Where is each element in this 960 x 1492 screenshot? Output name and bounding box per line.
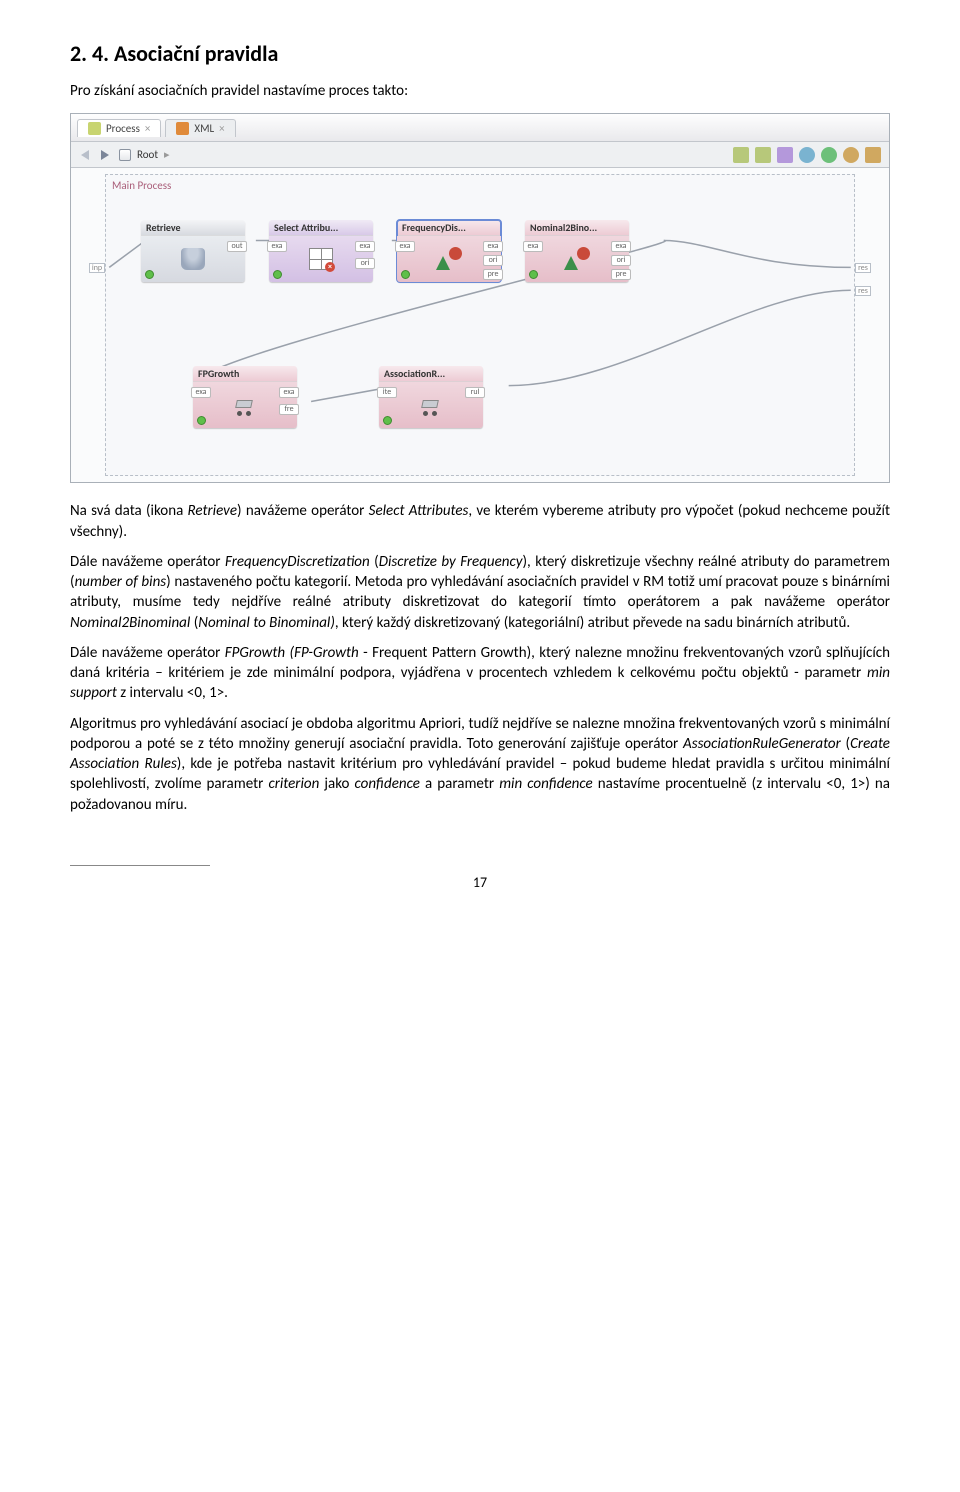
paragraph-4: Algoritmus pro vyhledávání asociací je o…: [70, 714, 890, 815]
diagram-toolbar: [733, 147, 881, 163]
process-icon: [88, 122, 101, 135]
port-in[interactable]: ite: [377, 387, 397, 398]
process-diagram-panel: Process × XML × Root ▸ inp res res: [70, 113, 890, 483]
port-in[interactable]: exa: [395, 241, 415, 252]
diagram-canvas[interactable]: inp res res Main Process Retrieve out Sel…: [71, 168, 889, 482]
port-in[interactable]: exa: [267, 241, 287, 252]
close-icon[interactable]: ×: [219, 122, 224, 135]
close-icon[interactable]: ×: [145, 122, 150, 135]
toolbar-icon[interactable]: [733, 147, 749, 163]
nav-forward-icon[interactable]: [99, 148, 113, 162]
operator-nom2bino[interactable]: Nominal2Bino... exa exa ori pre: [525, 220, 629, 282]
canvas-input-port[interactable]: inp: [89, 263, 105, 273]
tab-process[interactable]: Process ×: [77, 119, 161, 137]
operator-title: Select Attribu...: [269, 220, 373, 236]
status-ok-icon: [529, 270, 538, 279]
chevron-right-icon: ▸: [164, 148, 170, 161]
toolbar-icon[interactable]: [821, 147, 837, 163]
port-out[interactable]: pre: [611, 269, 631, 280]
paragraph-2: Dále navážeme operátor FrequencyDiscreti…: [70, 552, 890, 633]
operator-freqdisc[interactable]: FrequencyDis... exa exa ori pre: [397, 220, 501, 282]
breadcrumb-bar: Root ▸: [71, 142, 889, 168]
tab-label: XML: [194, 122, 214, 135]
panel-label: Main Process: [112, 179, 171, 192]
xml-icon: [176, 122, 189, 135]
port-in[interactable]: exa: [523, 241, 543, 252]
diagram-tabbar: Process × XML ×: [71, 114, 889, 142]
operator-title: AssociationR...: [379, 366, 483, 382]
status-ok-icon: [383, 416, 392, 425]
operator-selectattr[interactable]: Select Attribu... exaexaori×: [269, 220, 373, 282]
port-out[interactable]: pre: [483, 269, 503, 280]
operator-title: FPGrowth: [193, 366, 297, 382]
port-out[interactable]: out: [227, 241, 247, 252]
operator-title: Retrieve: [141, 220, 245, 236]
canvas-result-port[interactable]: res: [855, 263, 871, 273]
status-ok-icon: [273, 270, 282, 279]
port-out[interactable]: exa: [483, 241, 503, 252]
tab-xml[interactable]: XML ×: [165, 119, 235, 137]
intro-paragraph: Pro získání asociačních pravidel nastaví…: [70, 81, 890, 101]
canvas-result-port[interactable]: res: [855, 286, 871, 296]
toolbar-icon[interactable]: [777, 147, 793, 163]
port-out[interactable]: fre: [279, 404, 299, 415]
paragraph-3: Dále navážeme operátor FPGrowth (FP-Grow…: [70, 643, 890, 704]
toolbar-icon[interactable]: [843, 147, 859, 163]
port-out[interactable]: rul: [465, 387, 485, 398]
operator-fpgrowth[interactable]: FPGrowth exa exa fre: [193, 366, 297, 428]
operator-assocr[interactable]: AssociationR... ite rul: [379, 366, 483, 428]
port-out[interactable]: exa: [611, 241, 631, 252]
toolbar-icon[interactable]: [755, 147, 771, 163]
port-out[interactable]: ori: [611, 255, 631, 266]
operator-title: FrequencyDis...: [397, 220, 501, 236]
operator-title: Nominal2Bino...: [525, 220, 629, 236]
port-out[interactable]: exa: [279, 387, 299, 398]
toolbar-icon[interactable]: [799, 147, 815, 163]
status-ok-icon: [197, 416, 206, 425]
port-out[interactable]: ori: [355, 258, 375, 269]
operator-retrieve[interactable]: Retrieve out: [141, 220, 245, 282]
toolbar-icon[interactable]: [865, 147, 881, 163]
section-heading: 2. 4. Asociační pravidla: [70, 40, 890, 67]
breadcrumb-root[interactable]: Root: [137, 148, 158, 161]
port-out[interactable]: exa: [355, 241, 375, 252]
footer-rule: [70, 865, 210, 866]
page-number: 17: [70, 870, 890, 891]
nav-back-icon[interactable]: [79, 148, 93, 162]
status-ok-icon: [401, 270, 410, 279]
nav-up-icon[interactable]: [119, 149, 131, 161]
port-out[interactable]: ori: [483, 255, 503, 266]
paragraph-1: Na svá data (ikona Retrieve) navážeme op…: [70, 501, 890, 542]
tab-label: Process: [106, 122, 140, 135]
status-ok-icon: [145, 270, 154, 279]
port-in[interactable]: exa: [191, 387, 211, 398]
